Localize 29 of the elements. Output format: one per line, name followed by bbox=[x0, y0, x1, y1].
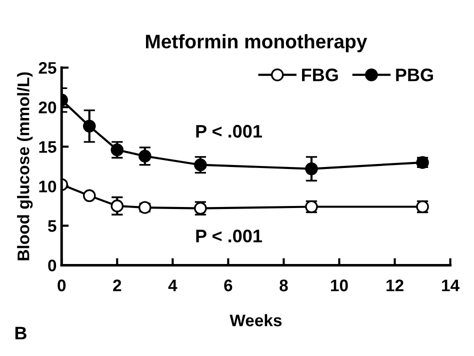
point bbox=[110, 143, 124, 156]
y-axis-title: Blood glucose (mmol/L) bbox=[17, 72, 33, 260]
x-axis-title: Weeks bbox=[230, 314, 282, 326]
x-tick-label: 8 bbox=[280, 280, 288, 292]
y-tick-label: 25 bbox=[38, 62, 56, 74]
text: B bbox=[15, 326, 26, 340]
point bbox=[194, 158, 207, 172]
point bbox=[305, 162, 318, 176]
x-tick-label: 14 bbox=[442, 280, 460, 292]
x-tick-label: 10 bbox=[331, 280, 348, 292]
legend-label: FBG bbox=[302, 68, 338, 82]
point bbox=[82, 120, 96, 133]
x-tick-label: 2 bbox=[113, 280, 122, 292]
y-tick-label: 20 bbox=[38, 102, 56, 114]
y-tick-label: 10 bbox=[39, 180, 56, 192]
point bbox=[110, 200, 124, 212]
y-tick-label: 5 bbox=[48, 220, 56, 232]
point bbox=[138, 150, 152, 163]
annotation: P < .001 bbox=[196, 230, 262, 242]
x-tick-label: 12 bbox=[386, 280, 404, 292]
chart-title: Metformin monotherapy bbox=[146, 34, 368, 52]
x-tick-label: 6 bbox=[224, 280, 232, 292]
annotation: P < .001 bbox=[196, 124, 262, 138]
x-tick-label: 4 bbox=[168, 280, 178, 292]
y-tick-label: 15 bbox=[39, 141, 56, 153]
point bbox=[82, 189, 96, 202]
legend-label: PBG bbox=[396, 68, 433, 82]
x-tick-label: 0 bbox=[58, 280, 66, 292]
y-tick-label: 0 bbox=[48, 260, 56, 272]
